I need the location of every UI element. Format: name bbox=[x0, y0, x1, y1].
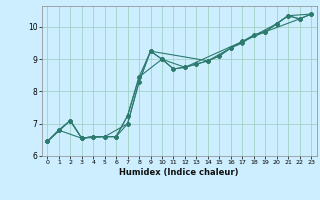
X-axis label: Humidex (Indice chaleur): Humidex (Indice chaleur) bbox=[119, 168, 239, 177]
